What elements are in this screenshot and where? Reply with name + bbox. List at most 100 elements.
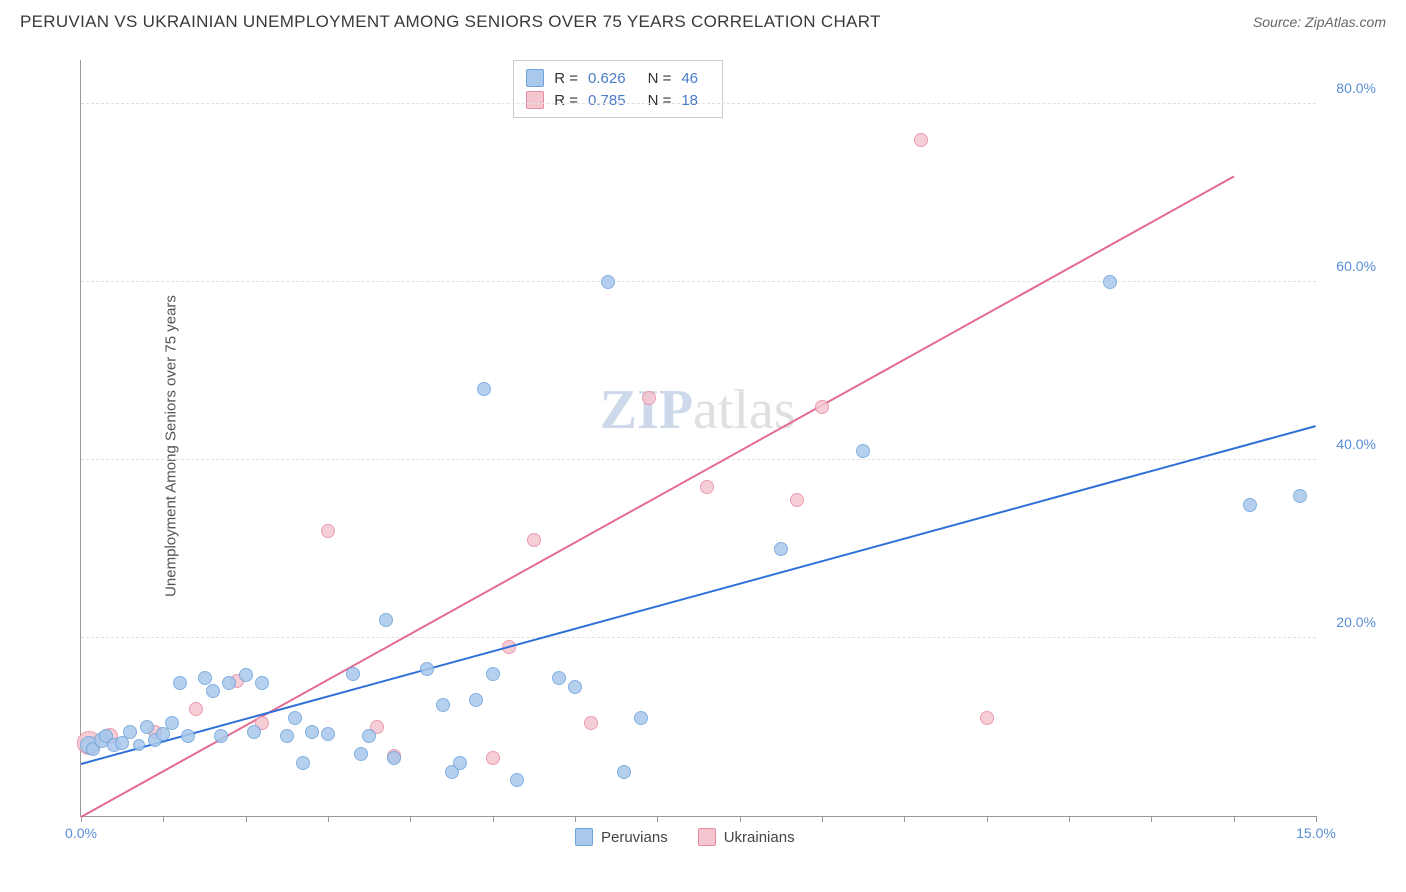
watermark-zip: ZIP xyxy=(600,379,693,441)
gridline xyxy=(81,459,1316,460)
scatter-point xyxy=(239,668,253,682)
ytick-label: 60.0% xyxy=(1336,258,1376,274)
scatter-point xyxy=(1103,275,1117,289)
scatter-point xyxy=(477,382,491,396)
scatter-point xyxy=(790,493,804,507)
xtick xyxy=(163,816,164,822)
scatter-point xyxy=(486,667,500,681)
scatter-point xyxy=(527,533,541,547)
xtick xyxy=(657,816,658,822)
xtick xyxy=(740,816,741,822)
scatter-point xyxy=(198,671,212,685)
swatch-ukrainians xyxy=(526,91,544,109)
scatter-point xyxy=(486,751,500,765)
scatter-point xyxy=(362,729,376,743)
scatter-point xyxy=(288,711,302,725)
stats-row-peruvians: R = 0.626 N = 46 xyxy=(526,67,710,89)
scatter-point xyxy=(1293,489,1307,503)
r-peruvians: 0.626 xyxy=(588,70,626,87)
scatter-point xyxy=(552,671,566,685)
source-label: Source: ZipAtlas.com xyxy=(1253,14,1386,30)
legend-label-peruvians: Peruvians xyxy=(601,829,668,846)
scatter-point xyxy=(123,725,137,739)
scatter-point xyxy=(387,751,401,765)
scatter-point xyxy=(173,676,187,690)
scatter-point xyxy=(1243,498,1257,512)
xtick xyxy=(575,816,576,822)
n-ukrainians: 18 xyxy=(681,92,698,109)
watermark-atlas: atlas xyxy=(693,379,796,441)
xtick-label-start: 0.0% xyxy=(65,825,97,841)
ytick-label: 40.0% xyxy=(1336,436,1376,452)
bottom-legend: Peruvians Ukrainians xyxy=(575,828,795,846)
xtick xyxy=(1316,816,1317,822)
stats-legend: R = 0.626 N = 46 R = 0.785 N = 18 xyxy=(513,60,723,118)
header: PERUVIAN VS UKRAINIAN UNEMPLOYMENT AMONG… xyxy=(0,0,1406,40)
scatter-point xyxy=(181,729,195,743)
scatter-point xyxy=(133,739,145,751)
scatter-point xyxy=(774,542,788,556)
scatter-point xyxy=(642,391,656,405)
legend-label-ukrainians: Ukrainians xyxy=(724,829,795,846)
scatter-point xyxy=(914,133,928,147)
scatter-point xyxy=(510,773,524,787)
swatch-peruvians-bottom xyxy=(575,828,593,846)
scatter-point xyxy=(453,756,467,770)
scatter-point xyxy=(255,676,269,690)
scatter-point xyxy=(296,756,310,770)
gridline xyxy=(81,281,1316,282)
xtick xyxy=(1234,816,1235,822)
legend-item-ukrainians: Ukrainians xyxy=(698,828,795,846)
scatter-point xyxy=(379,613,393,627)
scatter-point xyxy=(856,444,870,458)
scatter-point xyxy=(700,480,714,494)
ytick-label: 80.0% xyxy=(1336,80,1376,96)
stats-row-ukrainians: R = 0.785 N = 18 xyxy=(526,89,710,111)
legend-item-peruvians: Peruvians xyxy=(575,828,668,846)
plot-area: ZIPatlas R = 0.626 N = 46 R = 0.785 N = … xyxy=(80,60,1316,817)
xtick xyxy=(1151,816,1152,822)
scatter-point xyxy=(815,400,829,414)
scatter-point xyxy=(980,711,994,725)
xtick xyxy=(987,816,988,822)
scatter-point xyxy=(305,725,319,739)
xtick xyxy=(493,816,494,822)
n-peruvians: 46 xyxy=(681,70,698,87)
xtick xyxy=(410,816,411,822)
scatter-point xyxy=(634,711,648,725)
gridline xyxy=(81,103,1316,104)
scatter-point xyxy=(115,736,129,750)
scatter-point xyxy=(617,765,631,779)
scatter-point xyxy=(247,725,261,739)
scatter-point xyxy=(222,676,236,690)
trendline-peruvians xyxy=(81,425,1317,765)
scatter-point xyxy=(321,727,335,741)
swatch-peruvians xyxy=(526,69,544,87)
scatter-point xyxy=(206,684,220,698)
scatter-point xyxy=(420,662,434,676)
watermark: ZIPatlas xyxy=(600,378,796,442)
ytick-label: 20.0% xyxy=(1336,614,1376,630)
scatter-point xyxy=(568,680,582,694)
scatter-point xyxy=(165,716,179,730)
scatter-point xyxy=(140,720,154,734)
xtick-label-end: 15.0% xyxy=(1296,825,1336,841)
scatter-point xyxy=(584,716,598,730)
scatter-point xyxy=(321,524,335,538)
xtick xyxy=(328,816,329,822)
gridline xyxy=(81,637,1316,638)
chart-title: PERUVIAN VS UKRAINIAN UNEMPLOYMENT AMONG… xyxy=(20,12,881,32)
scatter-point xyxy=(280,729,294,743)
scatter-point xyxy=(189,702,203,716)
swatch-ukrainians-bottom xyxy=(698,828,716,846)
r-ukrainians: 0.785 xyxy=(588,92,626,109)
scatter-point xyxy=(214,729,228,743)
scatter-point xyxy=(354,747,368,761)
xtick xyxy=(1069,816,1070,822)
scatter-point xyxy=(469,693,483,707)
chart-container: Unemployment Among Seniors over 75 years… xyxy=(50,45,1386,847)
xtick xyxy=(822,816,823,822)
scatter-point xyxy=(436,698,450,712)
scatter-point xyxy=(601,275,615,289)
xtick xyxy=(904,816,905,822)
